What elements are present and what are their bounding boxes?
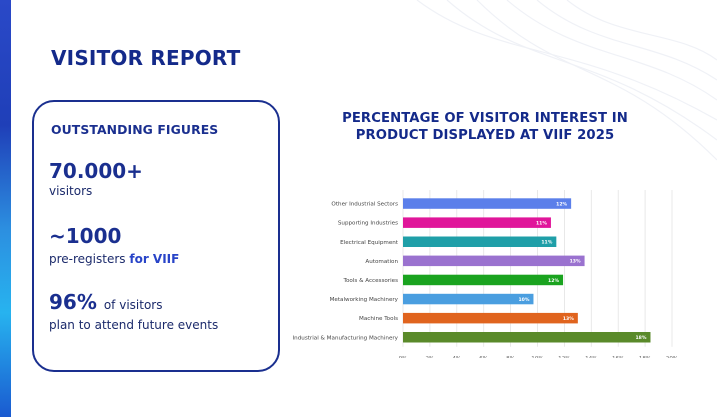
visitors-caption: visitors [49, 184, 93, 198]
category-label: Automation [365, 259, 398, 265]
category-label: Supporting Industries [338, 221, 398, 227]
chart-title: PERCENTAGE OF VISITOR INTEREST IN PRODUC… [342, 111, 628, 143]
x-tick-label: 16% [612, 356, 624, 358]
x-tick-label: 8% [506, 356, 515, 358]
return-intent-value: 96% [49, 290, 97, 314]
x-tick-label: 14% [585, 356, 597, 358]
x-tick-label: 12% [558, 356, 570, 358]
data-label: 12% [548, 278, 559, 284]
x-tick-label: 4% [452, 356, 461, 358]
visitors-figure: 70.000+ [49, 159, 143, 183]
card-heading: OUTSTANDING FIGURES [51, 122, 219, 137]
x-tick-label: 10% [531, 356, 543, 358]
category-label: Machine Tools [359, 316, 398, 322]
category-label: Metalworking Machinery [330, 297, 399, 303]
data-label: 12% [556, 201, 567, 207]
x-tick-label: 20% [666, 356, 678, 358]
visitor-interest-bar-chart: 0% 2% 4% 6% 8% 10% 12% 14% 16% 18% 20% Other Indust… [293, 190, 678, 358]
bar [403, 255, 585, 267]
bar [403, 217, 551, 228]
outstanding-figures-card: OUTSTANDING FIGURES 70.000+ visitors ~10… [32, 100, 280, 372]
report-title: VISITOR REPORT [51, 46, 241, 70]
category-label: Industrial & Manufacturing Machinery [293, 335, 399, 341]
return-intent-caption: plan to attend future events [49, 318, 219, 332]
bar [403, 332, 651, 343]
category-label: Tools & Accessories [343, 278, 399, 284]
data-label: 13% [563, 316, 574, 322]
x-tick-label: 18% [639, 356, 651, 358]
category-label: Other Industrial Sectors [331, 202, 398, 208]
bar [403, 274, 564, 286]
data-label: 10% [518, 297, 529, 303]
bar [403, 293, 534, 305]
left-accent-bar [0, 0, 11, 417]
x-tick-label: 6% [479, 356, 488, 358]
x-tick-label: 2% [425, 356, 434, 358]
background-wave-pattern [416, 0, 717, 161]
bar [403, 236, 557, 247]
data-label: 11% [536, 220, 547, 226]
data-label: 13% [570, 259, 581, 265]
data-label: 18% [635, 335, 646, 341]
category-label: Electrical Equipment [340, 240, 399, 246]
x-tick-label: 0% [399, 356, 408, 358]
preregisters-caption-accent: for VIIF [129, 252, 180, 266]
preregisters-caption: pre-registers for VIIF [49, 252, 179, 266]
preregisters-figure: ~1000 [49, 224, 122, 248]
bar [403, 198, 572, 209]
return-intent-figure: 96% of visitors [49, 290, 162, 314]
bar [403, 312, 578, 324]
return-intent-inline-caption: of visitors [103, 298, 163, 312]
data-label: 11% [541, 240, 552, 246]
preregisters-caption-text: pre-registers [49, 252, 126, 266]
